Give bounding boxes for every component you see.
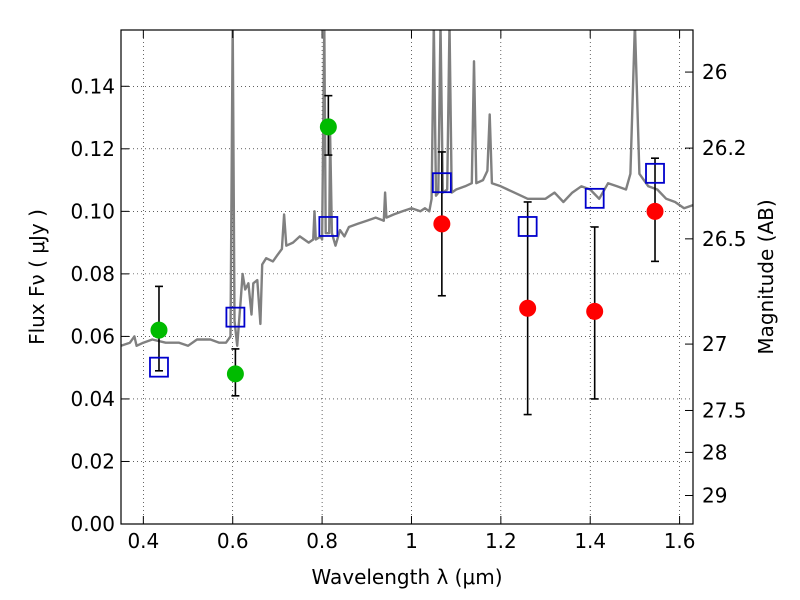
- model-band-square: [431, 172, 452, 194]
- model-band-square: [225, 306, 246, 328]
- x-tick-label: 1.6: [664, 529, 696, 553]
- y-tick-label: 0.02: [70, 449, 115, 473]
- x-tick-label: 0.6: [217, 529, 249, 553]
- x-tick-label: 1.4: [574, 529, 606, 553]
- plot-frame: [120, 29, 694, 525]
- x-tick-label: 1: [405, 529, 418, 553]
- x-axis-title: Wavelength λ (μm): [311, 565, 502, 589]
- x-tick-label: 0.4: [127, 529, 159, 553]
- mag-tick-label: 27: [702, 332, 727, 356]
- right-axis-title: Magnitude (AB): [754, 199, 778, 354]
- red-data-point: [586, 302, 604, 320]
- y-tick-label: 0.12: [70, 137, 115, 161]
- model-band-square: [645, 162, 665, 184]
- x-tick-label: 1.2: [485, 529, 517, 553]
- y-tick-label: 0.06: [70, 324, 115, 348]
- model-band-square: [149, 356, 169, 378]
- red-data-point: [433, 215, 451, 233]
- mag-tick-label: 26: [702, 60, 727, 84]
- mag-tick-label: 29: [702, 483, 727, 507]
- y-tick-label: 0.08: [70, 262, 115, 286]
- y-tick-label: 0.04: [70, 387, 115, 411]
- y-axis-title: Flux Fν ( μJy ): [25, 209, 49, 345]
- y-tick-label: 0.14: [70, 74, 115, 98]
- mag-tick-label: 26.2: [702, 136, 747, 160]
- series-layer: [121, 30, 693, 416]
- green-data-point: [226, 365, 244, 383]
- y-tick-label: 0.10: [70, 199, 115, 223]
- mag-tick-label: 27.5: [702, 398, 747, 422]
- red-data-point: [646, 202, 664, 220]
- model-band-square: [517, 216, 538, 237]
- plot-area: [121, 30, 693, 524]
- green-data-point: [319, 118, 337, 136]
- green-data-point: [150, 321, 168, 339]
- model-band-square: [584, 187, 605, 209]
- x-tick-label: 0.8: [306, 529, 338, 553]
- model-spectrum-line: [121, 30, 693, 347]
- red-data-point: [519, 299, 537, 317]
- mag-tick-label: 26.5: [702, 227, 747, 251]
- model-band-square: [318, 216, 339, 237]
- y-tick-label: 0.00: [70, 512, 115, 536]
- mag-tick-label: 28: [702, 440, 727, 464]
- axis-ticks: 0.4 0.6 0.8 1 1.2 1.4 1.6 0.00 0.02 0.04 0.06 0.08 0…: [70, 30, 747, 553]
